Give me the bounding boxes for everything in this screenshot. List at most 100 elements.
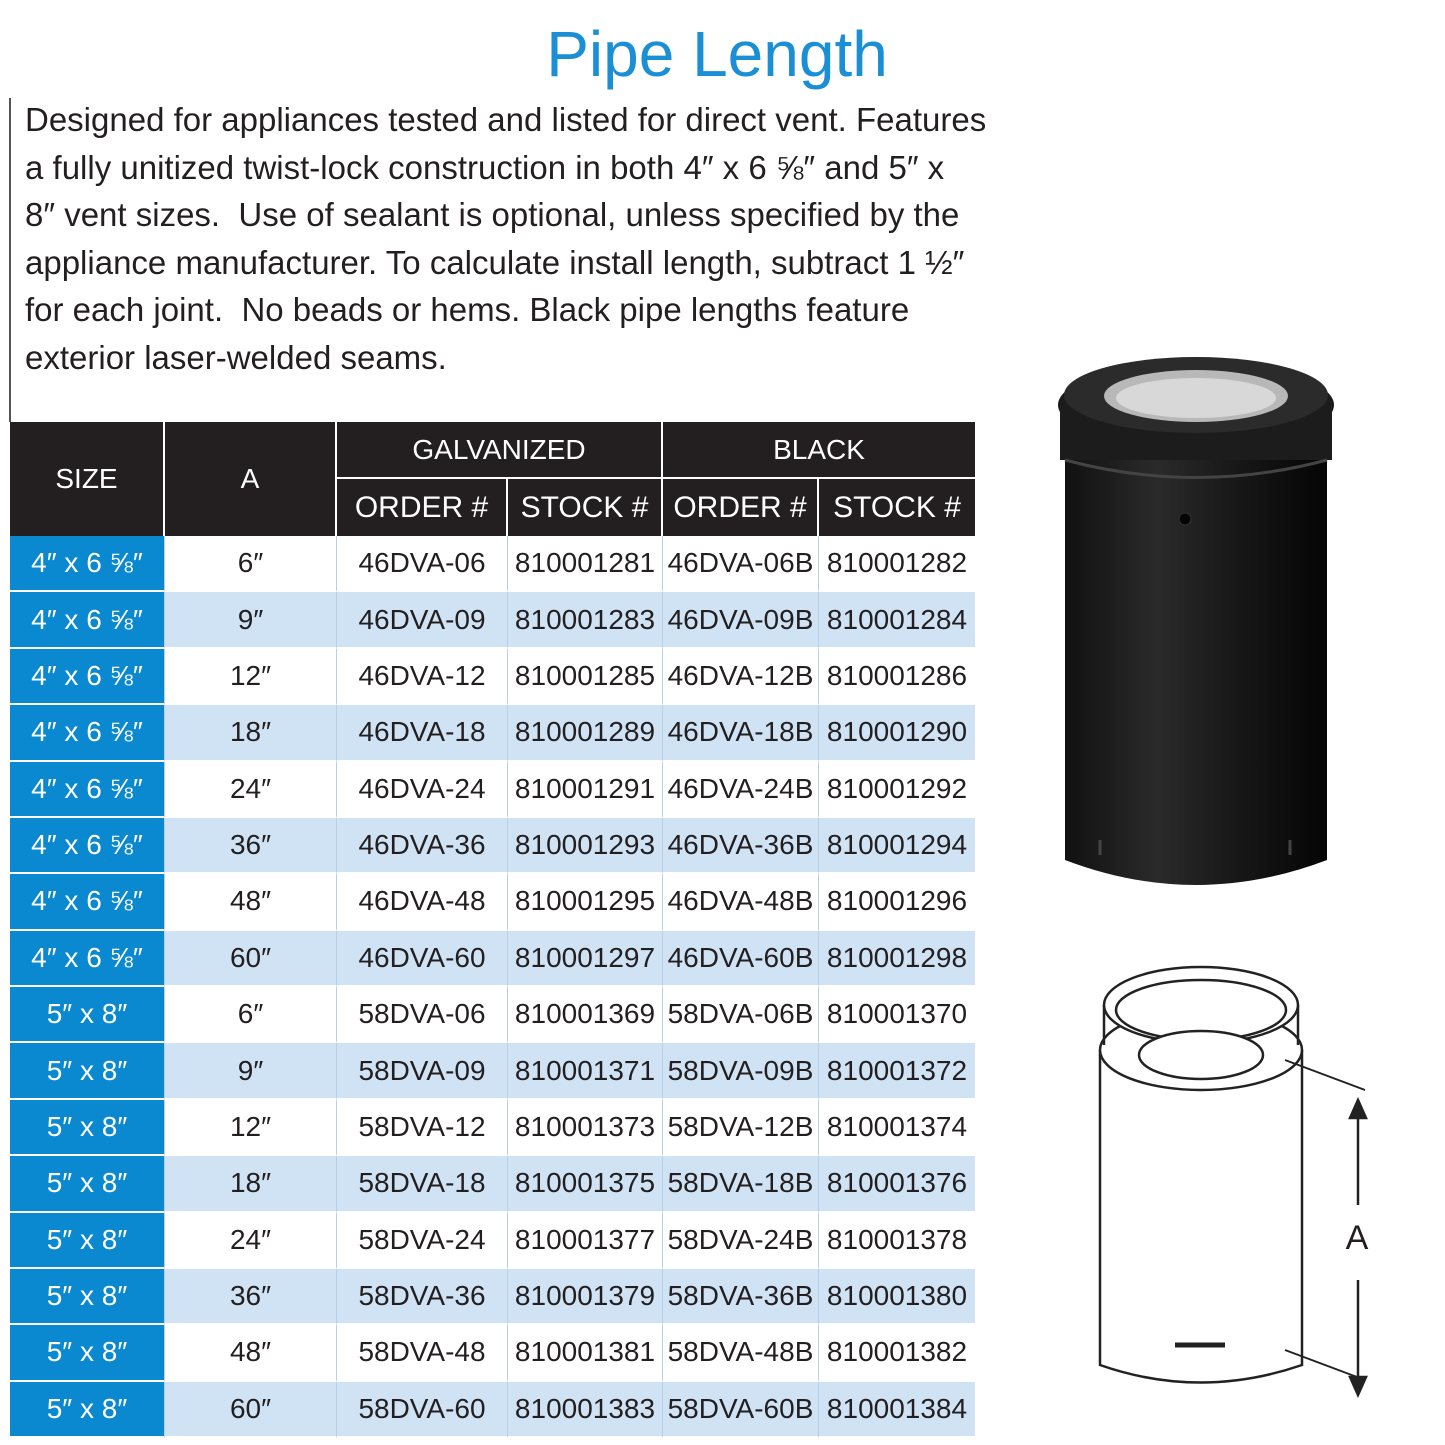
table-cell: 810001285 xyxy=(508,648,663,706)
table-cell: 810001281 xyxy=(508,536,663,593)
pipe-line-drawing: A xyxy=(1098,965,1369,1399)
table-cell: 12″ xyxy=(165,1099,337,1157)
row-header: 4″ x 6 ⅝″ xyxy=(10,592,165,649)
table-cell: 48″ xyxy=(165,1325,337,1382)
table-cell: 58DVA-36 xyxy=(337,1268,508,1326)
table-cell: 58DVA-12 xyxy=(337,1099,508,1157)
row-header: 5″ x 8″ xyxy=(10,1156,165,1213)
table-cell: 46DVA-36 xyxy=(337,817,508,875)
row-header: 5″ x 8″ xyxy=(10,1212,165,1269)
table-cell: 810001378 xyxy=(819,1212,975,1269)
header-cell: STOCK # xyxy=(508,479,663,536)
table-cell: 36″ xyxy=(165,817,337,875)
table-cell: 810001381 xyxy=(508,1325,663,1382)
row-header: 4″ x 6 ⅝″ xyxy=(10,761,165,818)
header-cell: ORDER # xyxy=(337,479,508,536)
table-cell: 810001291 xyxy=(508,761,663,818)
description-line: a fully unitized twist-lock construction… xyxy=(25,148,945,186)
table-cell: 810001283 xyxy=(508,592,663,649)
table-cell: 46DVA-06 xyxy=(337,536,508,593)
row-header: 5″ x 8″ xyxy=(10,1099,165,1157)
row-header: 5″ x 8″ xyxy=(10,1268,165,1326)
table-cell: 58DVA-09B xyxy=(663,1043,819,1100)
header-cell: SIZE xyxy=(10,422,165,536)
table-cell: 58DVA-06B xyxy=(663,987,819,1044)
table-cell: 46DVA-60B xyxy=(663,930,819,987)
table-cell: 810001377 xyxy=(508,1212,663,1269)
table-cell: 6″ xyxy=(165,536,337,593)
row-header: 5″ x 8″ xyxy=(10,1043,165,1100)
table-cell: 46DVA-09B xyxy=(663,592,819,649)
table-cell: 46DVA-24 xyxy=(337,761,508,818)
table-cell: 810001294 xyxy=(819,817,975,875)
description-line: appliance manufacturer. To calculate ins… xyxy=(25,243,965,281)
table-cell: 18″ xyxy=(165,1156,337,1213)
table-cell: 6″ xyxy=(165,987,337,1044)
table-cell: 810001282 xyxy=(819,536,975,593)
table-cell: 46DVA-48 xyxy=(337,874,508,931)
table-cell: 810001286 xyxy=(819,648,975,706)
table-cell: 810001296 xyxy=(819,874,975,931)
table-cell: 810001374 xyxy=(819,1099,975,1157)
table-cell: 810001289 xyxy=(508,705,663,762)
row-header: 4″ x 6 ⅝″ xyxy=(10,536,165,593)
black-pipe-photo xyxy=(1058,357,1334,885)
table-cell: 810001376 xyxy=(819,1156,975,1213)
dimension-label: A xyxy=(1346,1219,1369,1257)
table-cell: 46DVA-24B xyxy=(663,761,819,818)
table-cell: 810001298 xyxy=(819,930,975,987)
table-cell: 810001380 xyxy=(819,1268,975,1326)
table-cell: 810001284 xyxy=(819,592,975,649)
table-cell: 58DVA-36B xyxy=(663,1268,819,1326)
header-cell: BLACK xyxy=(663,422,975,479)
table-cell: 58DVA-24 xyxy=(337,1212,508,1269)
row-header: 5″ x 8″ xyxy=(10,1381,165,1438)
table-cell: 810001295 xyxy=(508,874,663,931)
table-cell: 810001293 xyxy=(508,817,663,875)
table-cell: 60″ xyxy=(165,930,337,987)
description-line: for each joint. No beads or hems. Black … xyxy=(25,291,910,328)
table-cell: 810001373 xyxy=(508,1099,663,1157)
description-line: 8″ vent sizes. Use of sealant is optiona… xyxy=(25,196,960,233)
table-cell: 58DVA-60B xyxy=(663,1381,819,1438)
table-cell: 810001383 xyxy=(508,1381,663,1438)
table-cell: 24″ xyxy=(165,1212,337,1269)
table-cell: 58DVA-48 xyxy=(337,1325,508,1382)
table-cell: 9″ xyxy=(165,1043,337,1100)
description-line: Designed for appliances tested and liste… xyxy=(25,101,987,138)
row-header: 5″ x 8″ xyxy=(10,1325,165,1382)
row-header: 4″ x 6 ⅝″ xyxy=(10,817,165,875)
divider xyxy=(9,98,11,422)
row-header: 4″ x 6 ⅝″ xyxy=(10,874,165,931)
row-header: 4″ x 6 ⅝″ xyxy=(10,648,165,706)
header-cell: A xyxy=(165,422,337,536)
table-cell: 9″ xyxy=(165,592,337,649)
table-cell: 810001382 xyxy=(819,1325,975,1382)
table-cell: 46DVA-18B xyxy=(663,705,819,762)
table-cell: 46DVA-09 xyxy=(337,592,508,649)
table-cell: 46DVA-06B xyxy=(663,536,819,593)
table-cell: 58DVA-06 xyxy=(337,987,508,1044)
table-cell: 810001297 xyxy=(508,930,663,987)
table-cell: 810001384 xyxy=(819,1381,975,1438)
table-cell: 12″ xyxy=(165,648,337,706)
table-cell: 36″ xyxy=(165,1268,337,1326)
table-cell: 810001290 xyxy=(819,705,975,762)
table-cell: 810001375 xyxy=(508,1156,663,1213)
header-cell: ORDER # xyxy=(663,479,819,536)
header-cell: STOCK # xyxy=(819,479,975,536)
table-cell: 24″ xyxy=(165,761,337,818)
table-cell: 46DVA-12B xyxy=(663,648,819,706)
table-cell: 48″ xyxy=(165,874,337,931)
table-cell: 58DVA-12B xyxy=(663,1099,819,1157)
table-cell: 58DVA-48B xyxy=(663,1325,819,1382)
table-cell: 58DVA-18 xyxy=(337,1156,508,1213)
description: Designed for appliances tested and liste… xyxy=(25,96,986,381)
table-cell: 46DVA-48B xyxy=(663,874,819,931)
table-cell: 810001370 xyxy=(819,987,975,1044)
table-cell: 58DVA-60 xyxy=(337,1381,508,1438)
table-cell: 46DVA-12 xyxy=(337,648,508,706)
table-cell: 810001371 xyxy=(508,1043,663,1100)
